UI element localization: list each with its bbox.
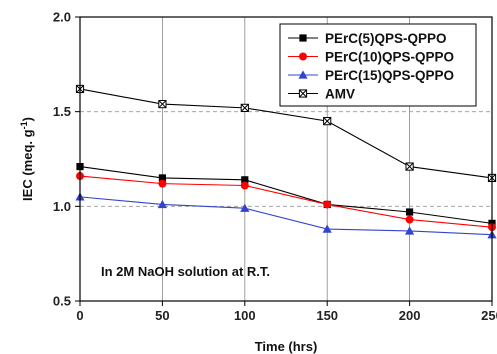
legend-entry-4: AMV <box>288 87 355 102</box>
series-2-point <box>240 181 249 190</box>
legend-label: PErC(15)QPS-QPPO <box>325 68 454 83</box>
legend-label: AMV <box>325 87 355 102</box>
x-tick-label: 200 <box>399 308 421 323</box>
x-tick-label: 150 <box>316 308 338 323</box>
plot-frame <box>79 16 493 302</box>
series-2-line <box>79 175 493 228</box>
series-4-point <box>405 162 414 171</box>
axis-ticks: 0 50 100 150 200 250 0.5 1.0 1.5 2.0 <box>53 10 497 324</box>
y-axis-title-main: IEC (meq. g <box>20 129 35 201</box>
legend-marker <box>298 89 308 98</box>
legend-marker <box>298 70 308 79</box>
series-3-point <box>157 199 167 209</box>
series-1-point <box>241 176 249 184</box>
legend-entry-1: PErC(5)QPS-QPPO <box>288 31 447 46</box>
series-4-point <box>240 103 249 112</box>
y-axis-title-close: ) <box>20 117 35 121</box>
x-axis-title: Time (hrs) <box>255 339 318 354</box>
y-axis-title: IEC (meq. g-1) <box>19 117 35 201</box>
series-4-line <box>79 88 493 179</box>
legend-entry-3: PErC(15)QPS-QPPO <box>288 68 454 83</box>
condition-annotation: In 2M NaOH solution at R.T. <box>101 264 270 279</box>
legend-marker <box>299 34 307 42</box>
y-tick-label: 0.5 <box>53 294 71 309</box>
series-lines <box>75 84 497 239</box>
series-2-point <box>405 215 414 224</box>
y-tick-label: 1.0 <box>53 199 71 214</box>
series-4-point <box>158 99 167 109</box>
series-1-point <box>406 208 414 216</box>
x-tick-label: 0 <box>76 308 83 323</box>
legend-entry-2: PErC(10)QPS-QPPO <box>288 50 454 65</box>
series-3-point <box>405 226 415 235</box>
legend-entries: PErC(5)QPS-QPPO PErC(10)QPS-QPPO PErC(15)Q… <box>288 31 454 102</box>
x-tick-label: 50 <box>155 308 169 323</box>
y-tick-label: 1.5 <box>53 104 71 119</box>
x-tick-label: 250 <box>481 308 497 323</box>
legend-label: PErC(5)QPS-QPPO <box>325 31 447 46</box>
series-1-line <box>79 166 493 224</box>
series-3-point <box>322 224 332 233</box>
series-2 <box>76 172 496 232</box>
legend: PErC(5)QPS-QPPO PErC(10)QPS-QPPO PErC(15)Q… <box>279 23 477 107</box>
series-4-point <box>323 117 332 126</box>
series-3-line <box>79 196 493 236</box>
y-axis-title-superscript: -1 <box>19 121 29 129</box>
series-3-point <box>240 203 250 212</box>
y-tick-label: 2.0 <box>53 10 71 25</box>
legend-label: PErC(10)QPS-QPPO <box>325 50 454 65</box>
series-2-point <box>158 179 167 188</box>
series-1-point <box>158 174 166 182</box>
x-tick-label: 100 <box>234 308 256 323</box>
legend-marker <box>299 52 307 61</box>
series-2-point <box>323 200 332 209</box>
